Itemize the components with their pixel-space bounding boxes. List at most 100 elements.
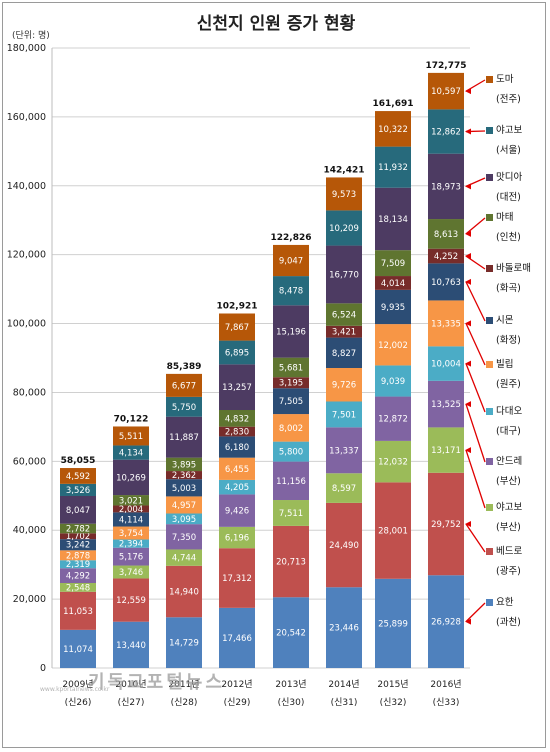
- legend-swatch: [486, 408, 493, 415]
- data-label: 6,180: [225, 443, 249, 453]
- y-tick-label: 0: [40, 663, 46, 674]
- data-label: 4,134: [119, 449, 143, 459]
- legend-arrow: [465, 449, 486, 509]
- total-label: 85,389: [167, 362, 202, 372]
- bar-segment: [273, 414, 309, 442]
- data-label: 4,014: [381, 279, 405, 289]
- bar-segment: [113, 512, 149, 527]
- data-label: 9,935: [381, 303, 405, 313]
- data-label: 8,597: [332, 484, 356, 494]
- data-label: 24,490: [329, 541, 359, 551]
- bar-segment: [273, 276, 309, 306]
- legend-arrowhead: [465, 401, 471, 408]
- data-label: 4,832: [225, 414, 249, 424]
- legend-item: 맛디아 (대전): [465, 172, 522, 203]
- bar-segment: [428, 219, 464, 249]
- bar-segment: [166, 396, 202, 417]
- bar-segment: [326, 337, 362, 368]
- legend-item: 야고보 (부산): [465, 447, 522, 533]
- data-label: 13,335: [431, 319, 461, 329]
- data-label: 10,322: [378, 125, 408, 135]
- legend-sublabel: (서울): [496, 145, 521, 156]
- legend-sublabel: (광주): [496, 565, 521, 577]
- bar-segment: [273, 388, 309, 415]
- bar-stack-3: 17,466 17,312 6,196 9,426 4,205 6,455 6,180 2,8…: [217, 301, 258, 668]
- data-label: 3,526: [66, 486, 90, 496]
- data-label: 7,501: [332, 410, 356, 420]
- data-label: 11,074: [63, 645, 93, 655]
- legend-arrowhead: [465, 278, 471, 285]
- x-tick-sublabel: (신30): [278, 697, 305, 708]
- bar-segment: [219, 494, 255, 527]
- data-label: 11,156: [276, 477, 306, 487]
- data-label: 5,511: [119, 432, 143, 442]
- legend-arrowhead: [465, 230, 471, 237]
- bar-segment: [60, 539, 96, 551]
- y-tick-label: 180,000: [7, 43, 46, 54]
- legend-sublabel: (인천): [496, 232, 521, 243]
- x-tick-sublabel: (신26): [65, 697, 92, 708]
- bar-segment: [326, 177, 362, 211]
- bar-segment: [273, 377, 309, 389]
- legend-arrowhead: [465, 128, 471, 135]
- legend-arrowhead: [465, 253, 471, 260]
- legend-sublabel: (부산): [496, 522, 521, 533]
- data-label: 2,830: [225, 428, 249, 438]
- data-label: 9,047: [279, 257, 303, 267]
- bar-segment: [375, 111, 411, 147]
- legend-sublabel: (부산): [496, 476, 521, 487]
- bar-segment: [113, 578, 149, 622]
- data-label: 14,729: [169, 639, 199, 649]
- data-label: 20,542: [276, 629, 306, 639]
- bar-segment: [219, 436, 255, 458]
- legend-label: 안드레: [496, 456, 522, 467]
- data-label: 12,862: [431, 128, 461, 138]
- data-label: 18,134: [378, 215, 408, 225]
- data-label: 12,032: [378, 458, 408, 468]
- watermark-text: 기독교포털뉴스: [88, 672, 225, 693]
- legend-swatch: [486, 361, 493, 368]
- legend-arrow: [465, 281, 486, 322]
- data-label: 20,713: [276, 558, 306, 568]
- bar-stack-4: 20,542 20,713 7,511 11,156 5,800 8,002 7,505 3,…: [271, 233, 312, 668]
- bar-segment: [113, 539, 149, 548]
- data-label: 3,746: [119, 568, 143, 578]
- legend-arrowhead: [465, 360, 471, 367]
- legend-item: 도마 (전주): [465, 74, 521, 105]
- legend-label: 다대오: [496, 406, 522, 417]
- bar-segment: [60, 533, 96, 540]
- legend-arrow: [465, 323, 486, 366]
- data-label: 2,362: [172, 471, 196, 481]
- data-label: 8,827: [332, 349, 356, 359]
- data-label: 12,872: [378, 415, 408, 425]
- bar-segment: [113, 565, 149, 579]
- data-label: 3,895: [172, 460, 196, 470]
- data-label: 15,196: [276, 327, 306, 337]
- x-axis-labels: 2009년 (신26) 2010년 (신27) 2011년 (신28) 2012년 (신29)…: [62, 679, 461, 708]
- bar-segment: [166, 524, 202, 550]
- data-label: 8,613: [434, 230, 458, 240]
- data-label: 8,002: [279, 424, 303, 434]
- legend-label: 맛디아: [496, 172, 522, 183]
- data-label: 17,466: [222, 634, 252, 644]
- legend-arrowhead: [465, 88, 471, 95]
- y-tick-label: 120,000: [7, 250, 46, 261]
- data-label: 17,312: [222, 574, 252, 584]
- bar-segment: [219, 340, 255, 365]
- legend-sublabel: (대전): [496, 192, 521, 203]
- bar-segment: [60, 560, 96, 569]
- bar-stack-5: 23,446 24,490 8,597 13,337 7,501 9,726 8,827 3,…: [324, 165, 365, 668]
- data-label: 4,292: [66, 572, 90, 582]
- data-label: 2,548: [66, 583, 90, 593]
- bar-segment: [273, 244, 309, 277]
- data-label: 6,895: [225, 348, 249, 358]
- bar-segment: [375, 365, 411, 397]
- total-label: 102,921: [217, 301, 258, 311]
- legend: 도마 (전주) 야고보 (서울) 맛디아 (대전) 마태 (인천) 바돌로매 (화곡) 시몬 (화정)…: [465, 74, 531, 628]
- x-tick-sublabel: (신27): [118, 697, 145, 708]
- bar-segment: [375, 250, 411, 277]
- bar-segment: [375, 146, 411, 188]
- bar-segment: [428, 263, 464, 301]
- legend-swatch: [486, 265, 493, 272]
